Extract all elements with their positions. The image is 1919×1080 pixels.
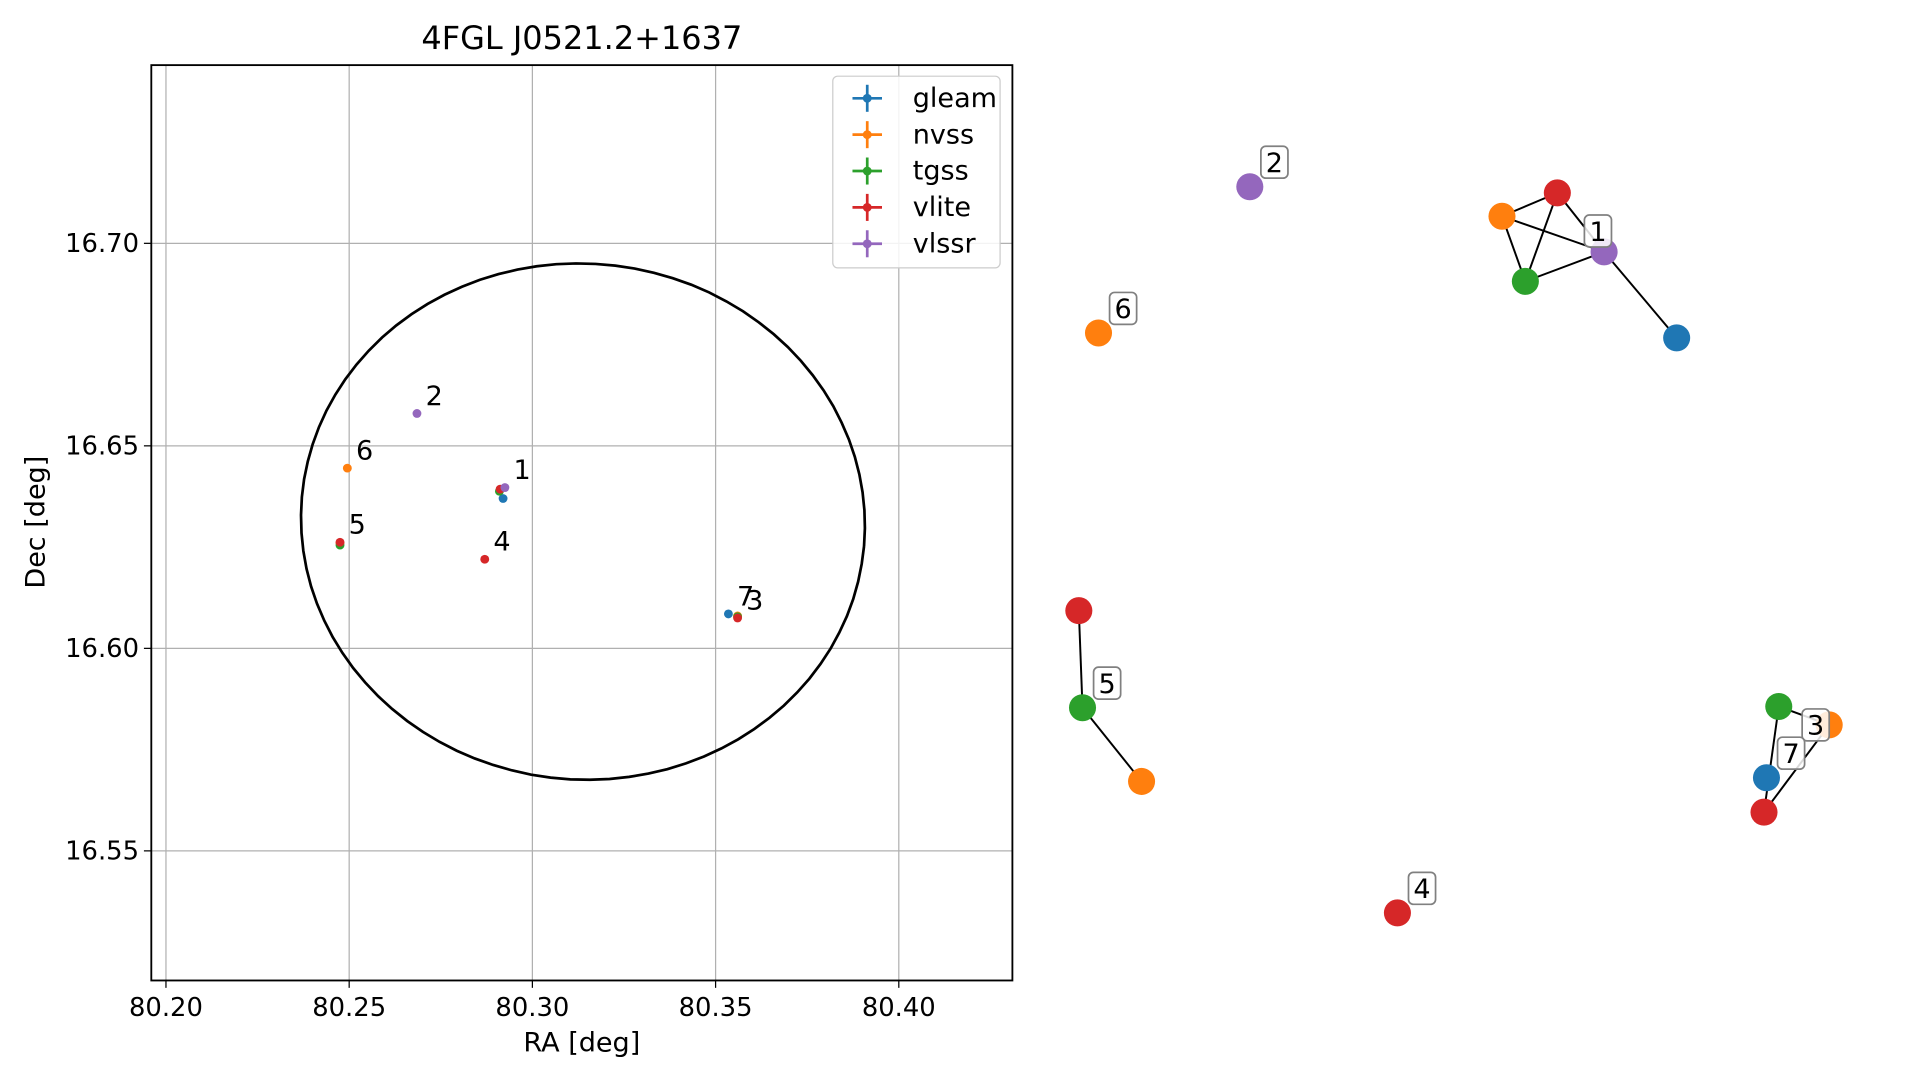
- x-tick-label: 80.40: [862, 993, 936, 1023]
- graph-cluster-label: 4: [1407, 871, 1437, 906]
- y-tick-label: 16.60: [65, 634, 139, 664]
- legend-item-nvss: nvss: [852, 119, 974, 150]
- points-layer: [335, 409, 743, 623]
- graph-labels: 1 2 6 5 4 37: [1092, 145, 1831, 906]
- y-tick-label: 16.55: [65, 836, 139, 866]
- legend-marker: [862, 202, 872, 212]
- legend-item-tgss: tgss: [852, 156, 969, 187]
- legend-label: nvss: [913, 119, 974, 150]
- point-annotation: 7: [737, 581, 754, 612]
- graph-node-vlite: [1383, 899, 1411, 927]
- chart-title: 4FGL J0521.2+1637: [421, 19, 742, 57]
- graph-cluster-label: 2: [1260, 145, 1289, 180]
- graph-label-box: [1108, 291, 1138, 326]
- point-annotation: 3: [746, 585, 763, 616]
- legend-marker: [862, 93, 872, 103]
- graph-label-box: [1776, 736, 1806, 771]
- legend: gleam nvss tgss vlite vlssr: [832, 75, 1001, 269]
- graph-node-vlssr: [1236, 173, 1264, 201]
- graph-label-box: [1583, 214, 1613, 248]
- graph-node-gleam: [1663, 324, 1691, 352]
- legend-label: vlssr: [913, 228, 977, 259]
- x-tick-label: 80.35: [679, 993, 753, 1023]
- graph-node-nvss: [1128, 767, 1156, 795]
- data-point-gleam: [723, 609, 733, 619]
- error-ellipse: [299, 262, 867, 782]
- point-annotation: 5: [349, 510, 366, 541]
- data-point-vlssr: [500, 483, 510, 492]
- graph-label-text: 7: [1782, 739, 1799, 770]
- x-tick-label: 80.20: [129, 993, 203, 1023]
- data-point-vlite: [480, 554, 490, 564]
- graph-label-box: [1801, 708, 1831, 742]
- graph-edge: [1603, 251, 1678, 339]
- graph-node-tgss: [1511, 267, 1539, 295]
- x-tick-label: 80.30: [495, 993, 569, 1023]
- y-tick-label: 16.70: [65, 229, 139, 259]
- graph-label-text: 5: [1099, 669, 1116, 700]
- x-axis-label: RA [deg]: [523, 1028, 640, 1059]
- x-tick-label: 80.25: [312, 993, 386, 1023]
- data-point-gleam: [498, 494, 508, 503]
- graph-node-tgss: [1068, 694, 1097, 722]
- data-point-vlite: [733, 613, 743, 623]
- ellipse-layer: [299, 262, 867, 782]
- point-annotation: 6: [356, 436, 373, 467]
- data-point-vlite: [335, 537, 345, 547]
- graph-node-vlite: [1543, 179, 1571, 207]
- ticks-layer: 80.20 80.25 80.30 80.35 80.40 16.55 16.60 16.65…: [65, 229, 936, 1023]
- graph-cluster-label: 6: [1108, 291, 1138, 326]
- data-point-vlssr: [412, 409, 422, 418]
- graph-label-box: [1092, 666, 1122, 700]
- legend-marker: [862, 130, 872, 140]
- legend-box: [832, 75, 1001, 269]
- data-point-nvss: [342, 463, 352, 473]
- y-tick-label: 16.65: [65, 431, 139, 461]
- graph-node-nvss: [1488, 202, 1516, 230]
- legend-item-vlite: vlite: [852, 192, 971, 223]
- point-annotation: 4: [493, 527, 510, 558]
- legend-label: gleam: [913, 83, 997, 114]
- point-annotation: 2: [426, 381, 443, 412]
- plot-frame: [150, 64, 1014, 982]
- scatter-panel: 4FGL J0521.2+1637 1 2 3 4 5 6 7 80.20 80.25 80.3…: [20, 19, 1014, 1059]
- legend-marker: [862, 239, 872, 249]
- graph-cluster-label: 5: [1092, 666, 1122, 700]
- graph-label-text: 6: [1115, 294, 1132, 325]
- graph-edge: [1763, 706, 1780, 813]
- graph-node-vlite: [1065, 597, 1093, 625]
- legend-label: vlite: [913, 192, 971, 223]
- graph-edge: [1077, 610, 1084, 708]
- point-annotation: 1: [514, 455, 531, 486]
- graph-node-gleam: [1752, 764, 1780, 792]
- graph-edge: [1525, 250, 1605, 283]
- match-graph-panel: 1 2 6 5 4 37: [1065, 145, 1843, 927]
- graph-label-text: 3: [1807, 711, 1824, 742]
- graph-node-tgss: [1765, 692, 1793, 720]
- graph-cluster-label: 3: [1801, 708, 1831, 742]
- legend-item-gleam: gleam: [852, 83, 997, 114]
- legend-marker: [862, 166, 872, 176]
- legend-items: gleam nvss tgss vlite vlssr: [852, 83, 997, 259]
- graph-node-vlite: [1750, 798, 1778, 826]
- graph-label-text: 4: [1413, 874, 1430, 905]
- graph-label-box: [1260, 145, 1289, 180]
- annotation-layer: 1 2 3 4 5 6 7: [349, 381, 764, 617]
- graph-edge: [1524, 192, 1559, 282]
- graph-label-box: [1407, 871, 1437, 906]
- graph-cluster-label: 1: [1583, 214, 1613, 248]
- legend-label: tgss: [913, 156, 969, 187]
- graph-label-text: 2: [1266, 148, 1283, 179]
- graph-label-text: 1: [1589, 217, 1606, 248]
- y-axis-label: Dec [deg]: [20, 456, 51, 589]
- legend-item-vlssr: vlssr: [852, 228, 976, 259]
- graph-node-nvss: [1084, 319, 1113, 347]
- graph-cluster-label: 7: [1776, 736, 1806, 771]
- graph-edge: [1081, 707, 1143, 783]
